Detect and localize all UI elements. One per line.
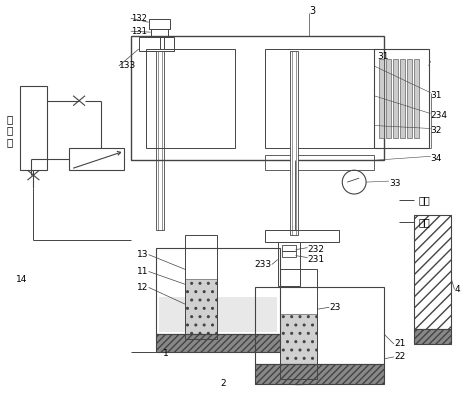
Bar	[155, 248, 280, 334]
Text: 233: 233	[255, 260, 272, 269]
Bar	[265, 230, 339, 242]
Text: 萃
取
液: 萃 取 液	[7, 114, 13, 147]
Bar	[414, 215, 452, 329]
Bar	[280, 314, 318, 379]
Text: 进气: 进气	[419, 195, 430, 205]
Bar	[265, 155, 374, 170]
Bar	[414, 329, 452, 344]
Bar	[393, 59, 398, 139]
Bar	[185, 235, 217, 339]
Bar	[265, 49, 374, 148]
Bar	[185, 279, 217, 339]
Text: 21: 21	[394, 339, 405, 349]
Text: 13: 13	[137, 250, 149, 259]
Text: 3: 3	[310, 6, 316, 16]
Text: 22: 22	[394, 353, 405, 361]
Bar	[151, 29, 168, 37]
Text: 31: 31	[377, 52, 389, 60]
Text: 2: 2	[220, 379, 226, 388]
Text: 32: 32	[431, 126, 442, 135]
Text: 31: 31	[431, 91, 442, 100]
Bar	[400, 59, 405, 139]
Bar	[155, 51, 164, 230]
Bar	[139, 37, 174, 51]
Text: 33: 33	[389, 179, 401, 188]
Bar	[379, 59, 384, 139]
Bar	[149, 19, 171, 29]
Text: 12: 12	[137, 283, 149, 292]
Text: 23: 23	[329, 303, 341, 312]
Bar	[255, 364, 384, 384]
Text: 回气: 回气	[419, 217, 430, 227]
Bar	[386, 59, 391, 139]
Text: 131: 131	[131, 27, 146, 36]
Bar	[282, 251, 296, 256]
Text: 11: 11	[137, 267, 149, 276]
Bar	[158, 297, 277, 332]
Bar	[155, 334, 280, 352]
Text: 231: 231	[308, 255, 325, 264]
Bar	[131, 36, 384, 160]
Bar	[255, 287, 384, 364]
Bar	[282, 245, 296, 251]
Text: 132: 132	[131, 14, 146, 23]
Text: 133: 133	[119, 62, 136, 70]
Bar	[414, 59, 419, 139]
Text: 14: 14	[16, 275, 27, 284]
Text: 234: 234	[431, 111, 447, 120]
Text: 34: 34	[431, 154, 442, 163]
Text: 232: 232	[308, 245, 325, 254]
Bar	[69, 148, 124, 170]
Bar	[146, 49, 235, 148]
Bar	[280, 270, 318, 379]
Bar	[19, 86, 47, 170]
Text: 1: 1	[163, 349, 168, 358]
Bar	[407, 59, 412, 139]
Text: 4: 4	[455, 285, 460, 294]
Bar	[278, 242, 300, 286]
Bar	[374, 49, 428, 148]
Bar	[290, 51, 298, 235]
